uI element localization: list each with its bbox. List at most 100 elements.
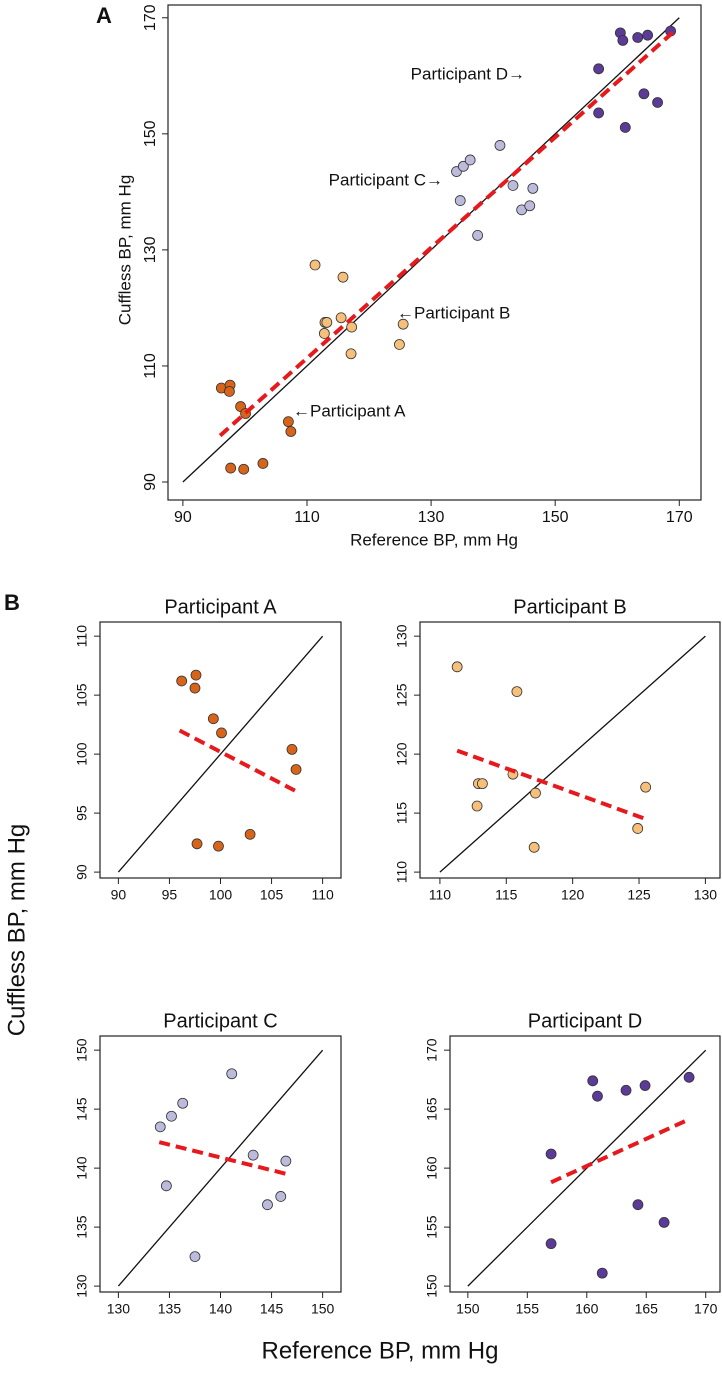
data-point (593, 63, 605, 75)
data-point (394, 339, 405, 350)
fit-line (550, 1119, 687, 1185)
x-tick-label: 90 (111, 887, 127, 903)
data-point (640, 781, 652, 793)
data-point (345, 348, 357, 360)
shared-y-label: Cuffless BP, mm Hg (3, 824, 30, 1037)
data-point (290, 764, 302, 775)
data-point (511, 686, 523, 698)
annotation: Participant D→ (411, 64, 525, 83)
data-point (451, 661, 463, 673)
annotation: ←Participant A (293, 401, 406, 420)
x-tick-label: 160 (575, 1301, 599, 1317)
data-point (160, 1180, 172, 1192)
y-tick-label: 125 (394, 683, 410, 707)
data-point (213, 840, 224, 852)
y-tick-label: 150 (424, 1274, 440, 1298)
panel-title: Participant D (528, 1010, 643, 1032)
data-point (471, 800, 483, 812)
identity-line (117, 1049, 324, 1287)
data-point (642, 29, 654, 41)
y-tick-label: 170 (142, 4, 159, 31)
data-point (652, 97, 663, 108)
y-tick-label: 130 (74, 1274, 90, 1298)
data-point (658, 1216, 670, 1228)
x-tick-label: 110 (294, 509, 320, 526)
y-tick-label: 130 (142, 236, 159, 263)
x-tick-label: 155 (516, 1301, 540, 1317)
y-tick-label: 155 (424, 1215, 440, 1239)
data-point (189, 682, 201, 694)
data-point (457, 160, 469, 172)
data-point (154, 1121, 166, 1133)
x-tick-label: 150 (542, 509, 569, 526)
data-point (464, 154, 476, 166)
data-point (593, 107, 605, 119)
y-tick-label: 150 (74, 1038, 90, 1062)
fit-line (218, 30, 675, 438)
plot-frame (419, 621, 721, 879)
data-point (282, 416, 294, 428)
data-point (238, 463, 250, 475)
identity-line (117, 635, 324, 873)
data-point (191, 838, 203, 850)
data-point (318, 328, 330, 339)
data-point (632, 823, 644, 834)
x-tick-label: 170 (666, 509, 693, 526)
data-point (530, 787, 541, 799)
x-tick-label: 110 (311, 887, 334, 903)
y-tick-label: 90 (74, 864, 90, 880)
y-tick-label: 135 (74, 1215, 90, 1239)
x-tick-label: 130 (694, 887, 718, 903)
y-tick-label: 95 (74, 805, 90, 821)
data-point (494, 140, 506, 151)
data-point (321, 317, 333, 328)
data-point (226, 1068, 238, 1080)
y-tick-label: 110 (74, 625, 90, 648)
plot-frame (99, 1035, 342, 1293)
data-point (177, 1097, 189, 1109)
data-point (224, 386, 235, 397)
data-point (190, 669, 202, 681)
x-tick-label: 130 (418, 509, 445, 526)
identity-line (439, 635, 706, 873)
y-axis-label: Cuffless BP, mm Hg (115, 175, 134, 326)
data-point (280, 1155, 292, 1167)
data-point (507, 180, 519, 191)
y-tick-label: 120 (394, 742, 410, 766)
fit-line (158, 1140, 288, 1176)
fit-line (178, 728, 296, 793)
x-tick-label: 100 (209, 887, 233, 903)
x-tick-label: 130 (107, 1301, 131, 1317)
y-tick-label: 100 (74, 742, 90, 766)
data-point (285, 426, 297, 437)
y-tick-label: 110 (142, 353, 159, 379)
panel-label: B (4, 590, 20, 615)
data-point (524, 200, 536, 212)
x-tick-label: 105 (260, 887, 284, 903)
data-point (309, 259, 321, 271)
data-point (528, 841, 540, 853)
panel-label: A (96, 3, 112, 28)
x-tick-label: 150 (456, 1301, 480, 1317)
x-tick-label: 110 (429, 887, 452, 903)
data-point (619, 122, 631, 133)
data-point (286, 744, 298, 755)
data-point (216, 727, 227, 739)
annotation: ←Participant B (397, 303, 510, 322)
data-point (247, 1149, 259, 1161)
data-point (632, 32, 644, 43)
annotation: Participant C→ (329, 170, 443, 189)
data-point (262, 1199, 273, 1211)
x-tick-label: 145 (260, 1301, 284, 1317)
data-point (476, 778, 488, 790)
data-point (257, 458, 269, 469)
x-tick-label: 115 (495, 887, 518, 903)
plot-frame (99, 621, 342, 879)
data-point (454, 195, 466, 206)
data-point (545, 1148, 557, 1160)
y-tick-label: 105 (74, 683, 90, 707)
y-tick-label: 90 (142, 473, 159, 491)
data-point (397, 318, 409, 330)
panel-title: Participant B (513, 596, 626, 618)
